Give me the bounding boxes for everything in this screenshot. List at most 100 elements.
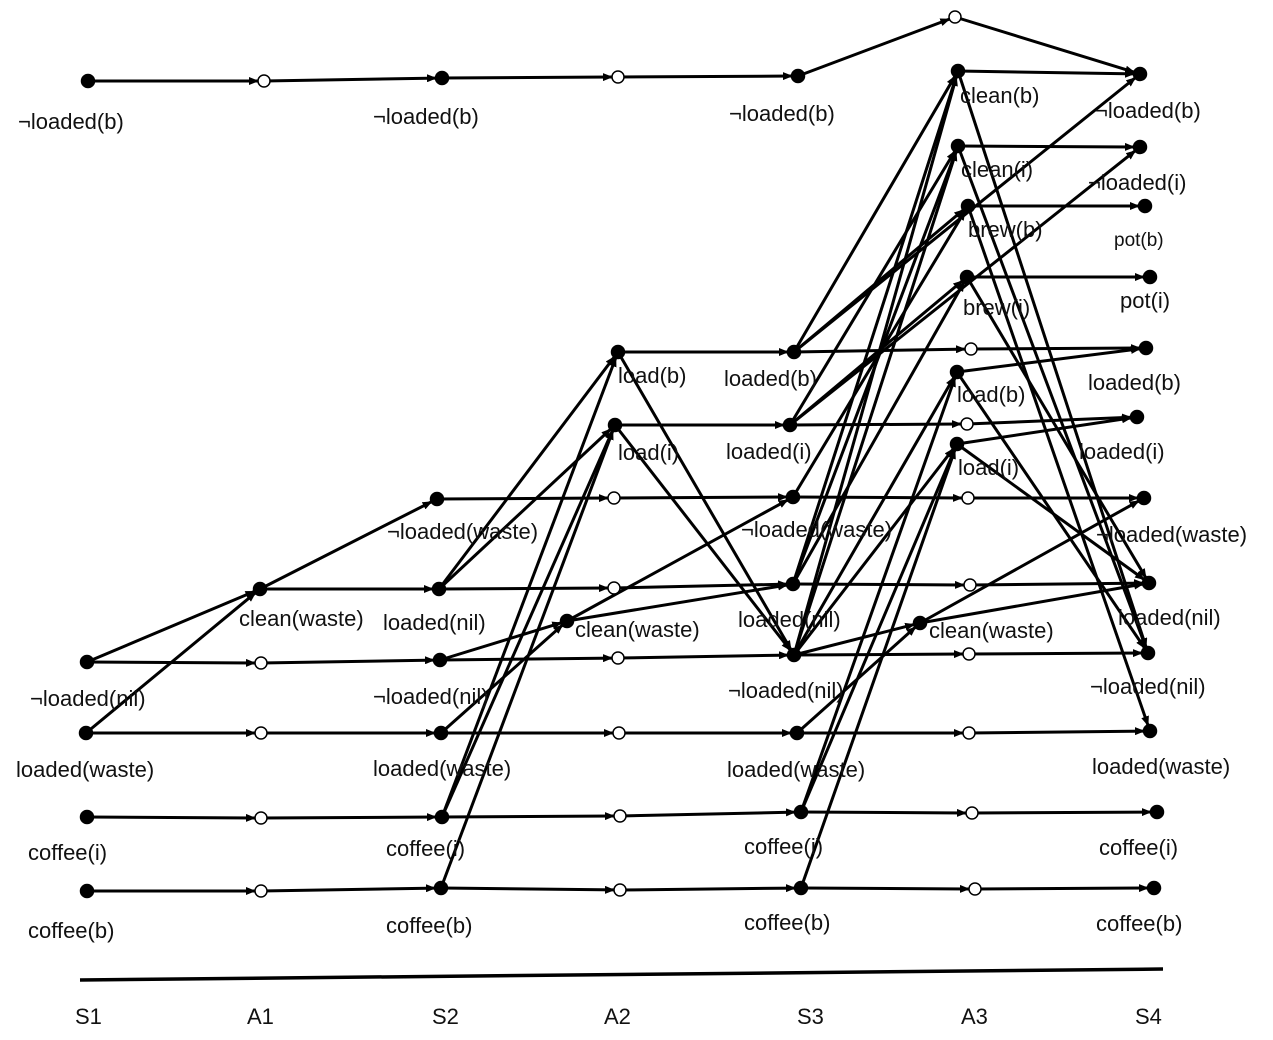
edge-s3_ln-to-a3_cb (791, 75, 958, 585)
node-s4-nw (1136, 490, 1152, 506)
node-a2-lw (612, 726, 626, 740)
edge-a2_ci-to-s3_ci (619, 808, 797, 818)
label-s4-coffee-i: coffee(i) (1099, 835, 1178, 860)
label-s4-pot-i: pot(i) (1120, 288, 1170, 313)
node-s1-nnil (79, 654, 95, 670)
node-s1-ci (79, 809, 95, 825)
edge-s1_nnil-to-a1_cw (86, 589, 256, 664)
node-a3-ln (963, 578, 977, 592)
edge-a1_ci-to-s2_ci (260, 813, 438, 822)
edge-s3_nnil-to-a3_cb (792, 75, 958, 656)
label-a3-load-b: load(b) (957, 382, 1025, 407)
edge-a2_ln-to-s3_ln (613, 580, 789, 590)
label-s4-pot-b: pot(b) (1114, 230, 1164, 251)
node-a3-bi (959, 269, 975, 285)
edge-a2_cw-to-s3_nw (566, 498, 789, 623)
edge-a1_nb-to-s2_nb (263, 74, 438, 83)
stage-label-s3: S3 (797, 1004, 824, 1029)
label-a3-load-i: load(i) (958, 455, 1019, 480)
edge-s3_nnil-to-a3_li (792, 447, 955, 656)
label-a2-load-i: load(i) (618, 440, 679, 465)
node-s2-lw (433, 725, 449, 741)
label-s3-loaded-waste: loaded(waste) (727, 757, 865, 782)
node-s1-nb (80, 73, 96, 89)
label-s1-coffee-i: coffee(i) (28, 840, 107, 865)
node-s4-ln (1141, 575, 1157, 591)
edge-s3_ci-to-a3_c_i (800, 808, 968, 817)
edge-a2_lb-to-s3_nnil (616, 351, 793, 651)
edge-s3_ci-to-a3_lb (799, 376, 957, 813)
edge-s3_nb-to-a3_nb (797, 17, 951, 78)
node-a1-cb (254, 884, 268, 898)
label-a2-load-b: load(b) (618, 363, 686, 388)
node-a2-nw (607, 491, 621, 505)
stage-labels: S1 A1 S2 A2 S3 A3 S4 (75, 1004, 1162, 1029)
edge-s3_nnil-to-a3_ci (792, 150, 958, 656)
edge-a3_ci-to-s4_ni (957, 142, 1136, 151)
edge-s2_cb-to-a2_cb (440, 885, 616, 894)
edge-a3_lb-to-s4_lb (956, 345, 1142, 374)
label-a3-clean-waste: clean(waste) (929, 618, 1054, 643)
label-a1-clean-waste: clean(waste) (239, 606, 364, 631)
label-s4-notloaded-waste: ¬loaded(waste) (1096, 522, 1247, 547)
node-a2-nb (611, 70, 625, 84)
label-s3-notloaded-nil: ¬loaded(nil) (728, 678, 844, 703)
edge-s3_li-to-a3_nli (789, 420, 963, 429)
node-s4-ni (1132, 139, 1148, 155)
label-s3-coffee-i: coffee(i) (744, 834, 823, 859)
edge-a3_nli-to-s4_li (966, 413, 1133, 426)
label-s3-notloaded-waste: ¬loaded(waste) (741, 517, 892, 542)
node-a1-cw (252, 581, 268, 597)
node-a3-lw (962, 726, 976, 740)
node-s3-ln (785, 576, 801, 592)
edge-a3_cb-to-s4_nb (957, 69, 1136, 78)
node-a2-nnil (611, 651, 625, 665)
label-s4-coffee-b: coffee(b) (1096, 911, 1182, 936)
edge-a3_c_b-to-s4_cb (974, 884, 1150, 893)
node-a3-ci (950, 138, 966, 154)
node-s1-cb (79, 883, 95, 899)
node-s3-lb (786, 344, 802, 360)
label-s4-loaded-nil: loaded(nil) (1118, 605, 1221, 630)
edge-s2_nw-to-a2_nw (436, 494, 610, 503)
edge-a3_c_i-to-s4_ci (971, 808, 1153, 817)
label-s2-notloaded-b: ¬loaded(b) (373, 104, 479, 129)
label-s3-loaded-nil: loaded(nil) (738, 607, 841, 632)
edge-s3_nnil-to-a3_lb (792, 376, 956, 656)
node-s4-li (1129, 409, 1145, 425)
edge-s2_ln-to-a2_lb (437, 355, 616, 590)
edge-a3_cw-to-s4_ln (919, 581, 1145, 625)
edge-a1_nnil-to-s2_nnil (260, 656, 436, 665)
node-a2-lb (610, 344, 626, 360)
edge-a2_cw-to-s3_ln (566, 582, 789, 623)
node-s4-pi (1142, 269, 1158, 285)
label-s3-coffee-b: coffee(b) (744, 910, 830, 935)
edge-a3_cw-to-s4_nw (919, 499, 1140, 625)
edge-a3_li-to-s4_li (956, 415, 1133, 446)
label-s3-loaded-i: loaded(i) (726, 439, 812, 464)
node-s3-li (782, 417, 798, 433)
label-s4-loaded-i: loaded(i) (1079, 439, 1165, 464)
edge-s3_ci-to-a3_li (799, 448, 957, 813)
label-s2-notloaded-nil: ¬loaded(nil) (373, 684, 489, 709)
node-a2-li (607, 417, 623, 433)
node-s4-cb (1146, 880, 1162, 896)
node-a3-nnil (962, 647, 976, 661)
stage-label-s4: S4 (1135, 1004, 1162, 1029)
label-s2-loaded-waste: loaded(waste) (373, 756, 511, 781)
node-s3-cb (793, 880, 809, 896)
node-a3-lb (949, 364, 965, 380)
node-s1-lw (78, 725, 94, 741)
node-a1-nnil (254, 656, 268, 670)
label-s3-notloaded-b: ¬loaded(b) (729, 101, 835, 126)
node-a3-nb (948, 10, 962, 24)
edge-a3_nnil-to-s4_nnil (968, 649, 1144, 658)
node-s2-nw (429, 491, 445, 507)
edge-s3_li-to-s4_ni (789, 149, 1137, 427)
label-s4-loaded-waste: loaded(waste) (1092, 754, 1230, 779)
edge-s3_cb-to-a3_li (799, 448, 957, 889)
label-s2-coffee-b: coffee(b) (386, 913, 472, 938)
label-s1-notloaded-nil: ¬loaded(nil) (30, 686, 146, 711)
node-s2-ci (434, 809, 450, 825)
node-a3-li (949, 436, 965, 452)
